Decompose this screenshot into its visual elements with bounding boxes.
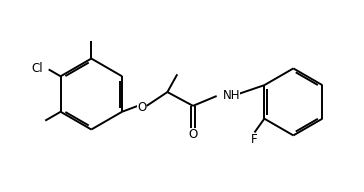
Text: O: O (137, 101, 146, 114)
Text: Cl: Cl (31, 62, 43, 75)
Text: O: O (189, 128, 198, 142)
Text: NH: NH (222, 89, 240, 102)
Text: F: F (251, 133, 258, 146)
